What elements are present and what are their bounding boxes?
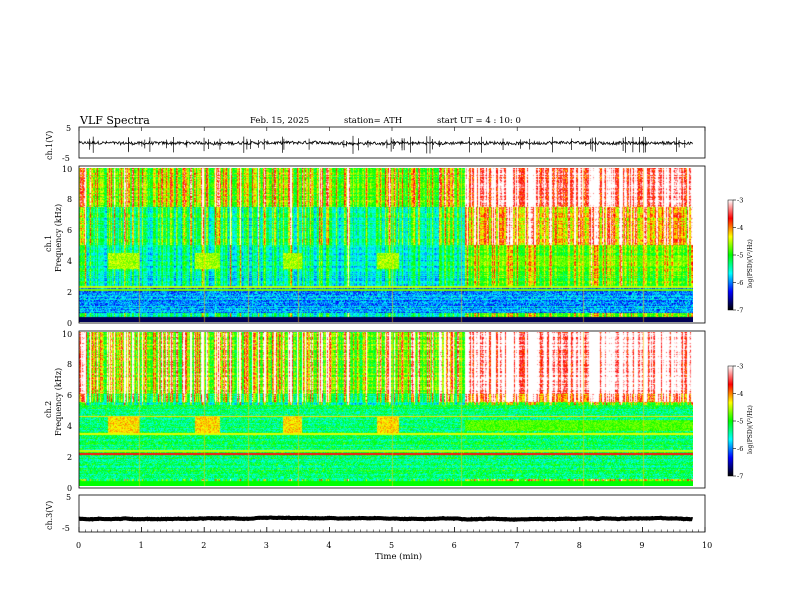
ch3-waveform-ytick-bottom: -5 bbox=[62, 524, 70, 533]
ch2-ytick-6: 6 bbox=[67, 391, 72, 400]
ch2-spectrogram-frame bbox=[78, 330, 706, 489]
ch3-waveform-ytick-top: 5 bbox=[66, 493, 71, 502]
ch2-ytick-10: 10 bbox=[62, 330, 72, 339]
ch2-colorbar-tick-label: -4 bbox=[737, 390, 743, 398]
ch1-ytick-4: 4 bbox=[67, 257, 72, 266]
ch2-colorbar bbox=[727, 365, 734, 477]
ch2-colorbar-tick-label: -7 bbox=[737, 473, 743, 481]
ch2-channel-label: ch.2 bbox=[44, 401, 53, 418]
x-tick-label: 2 bbox=[201, 541, 206, 550]
ch2-ytick-0: 0 bbox=[67, 484, 72, 493]
ch1-ytick-2: 2 bbox=[67, 288, 72, 297]
ch1-ytick-6: 6 bbox=[67, 226, 72, 235]
ch2-colorbar-tick-label: -3 bbox=[737, 363, 743, 371]
ch1-waveform-ytick-top: 5 bbox=[66, 124, 71, 133]
ch2-ytick-4: 4 bbox=[67, 422, 72, 431]
date-label: Feb. 15, 2025 bbox=[250, 116, 309, 126]
ch2-colorbar-tick-label: -6 bbox=[737, 445, 743, 453]
ch1-channel-label: ch.1 bbox=[44, 235, 53, 252]
ch1-colorbar-tick-label: -3 bbox=[737, 197, 743, 205]
x-tick-label: 9 bbox=[639, 541, 644, 550]
x-tick-label: 0 bbox=[76, 541, 81, 550]
x-tick-label: 6 bbox=[452, 541, 457, 550]
ch1-colorbar bbox=[727, 199, 734, 311]
ch3-waveform-panel: 5 -5 ch.3(V) bbox=[45, 493, 706, 533]
ch2-colorbar-tick-label: -5 bbox=[737, 418, 743, 426]
ch1-ytick-0: 0 bbox=[67, 319, 72, 328]
ch1-colorbar-tick-label: -4 bbox=[737, 224, 743, 232]
ch1-spectrogram-image bbox=[79, 168, 693, 322]
ch2-frequency-ylabel: Frequency (kHz) bbox=[54, 368, 63, 436]
ch1-colorbar-label: log(PSD)(V²/Hz) bbox=[747, 239, 754, 288]
ch1-waveform-line bbox=[78, 139, 693, 147]
figure-title: VLF Spectra bbox=[79, 114, 150, 127]
ch2-ytick-2: 2 bbox=[67, 453, 72, 462]
ch1-waveform-panel: 5 -5 ch.1(V) bbox=[45, 124, 706, 163]
ch2-spectrogram-panel: 10 8 6 4 2 0 Frequency (kHz) ch.2 bbox=[44, 330, 706, 493]
ch1-colorbar-tick-label: -5 bbox=[737, 252, 743, 260]
x-tick-label: 7 bbox=[514, 541, 519, 550]
station-label: station= ATH bbox=[344, 116, 402, 126]
x-tick-label: 10 bbox=[702, 541, 712, 550]
time-x-axis: 0 1 2 3 4 5 6 7 8 9 10 bbox=[76, 127, 712, 550]
ch3-waveform-frame bbox=[78, 494, 706, 533]
ch3-waveform-ylabel: ch.3(V) bbox=[45, 501, 54, 530]
ch1-colorbar-tick-label: -6 bbox=[737, 279, 743, 287]
ch1-frequency-ylabel: Frequency (kHz) bbox=[54, 204, 63, 272]
ch1-waveform-ylabel: ch.1(V) bbox=[45, 131, 54, 160]
x-tick-label: 3 bbox=[264, 541, 269, 550]
x-tick-label: 5 bbox=[389, 541, 394, 550]
x-tick-label: 1 bbox=[139, 541, 144, 550]
ch1-waveform-ytick-bottom: -5 bbox=[62, 154, 70, 163]
x-tick-label: 4 bbox=[326, 541, 331, 550]
ch1-spectrogram-panel: 10 8 6 4 2 0 Frequency (kHz) ch.1 bbox=[44, 165, 706, 328]
ch2-spectrogram-image bbox=[79, 332, 693, 486]
colorbars: -3 -4 -5 -6 -7 log(PSD)(V²/Hz) -3 -4 -5 -6 -7 log(P… bbox=[727, 197, 754, 481]
x-tick-label: 8 bbox=[577, 541, 582, 550]
ch2-ytick-8: 8 bbox=[67, 360, 72, 369]
ch1-spectrogram-frame bbox=[78, 165, 706, 324]
ch1-ytick-8: 8 bbox=[67, 195, 72, 204]
start-ut-label: start UT = 4 : 10: 0 bbox=[437, 116, 521, 126]
ch3-waveform-line bbox=[78, 515, 694, 522]
ch1-ytick-10: 10 bbox=[62, 165, 72, 174]
ch2-colorbar-label: log(PSD)(V²/Hz) bbox=[747, 405, 754, 454]
ch1-colorbar-tick-label: -7 bbox=[737, 307, 743, 315]
time-x-axis-label: Time (min) bbox=[375, 551, 422, 562]
